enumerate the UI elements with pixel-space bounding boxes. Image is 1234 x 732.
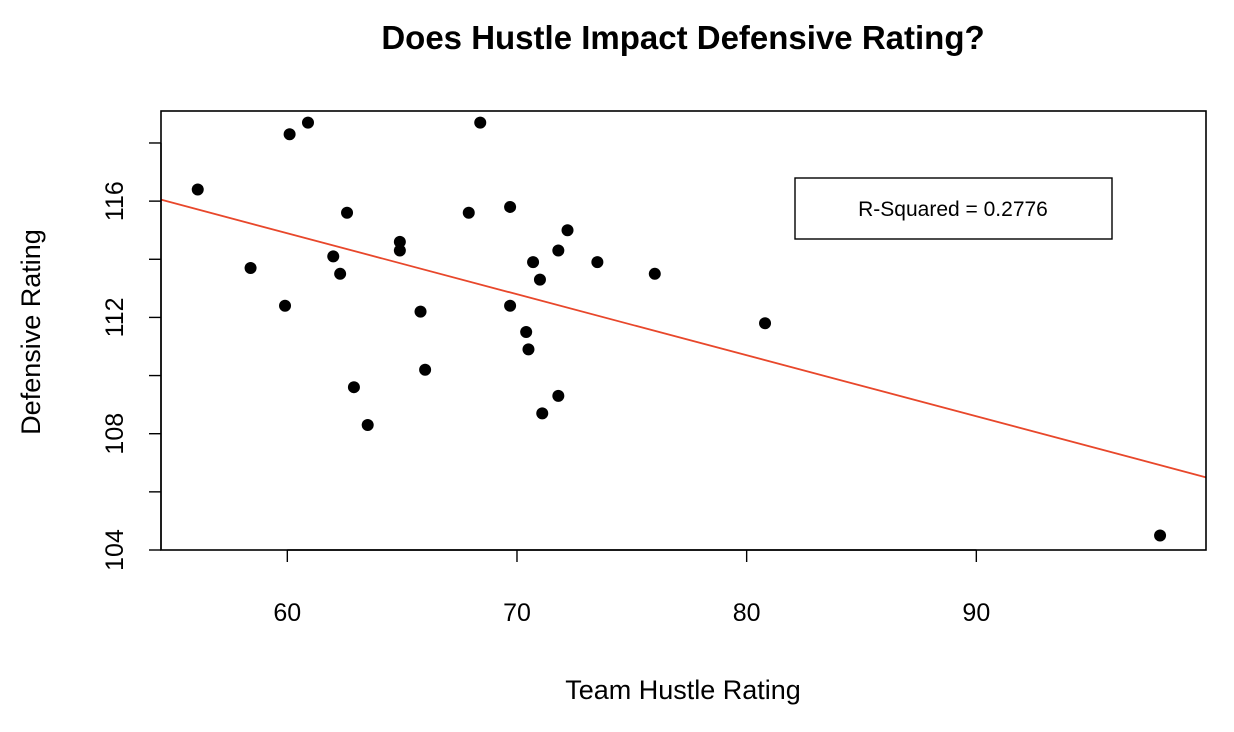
- data-point-3: [279, 299, 292, 312]
- data-point-1: [191, 183, 204, 196]
- data-point-13: [414, 305, 427, 318]
- data-point-29: [759, 317, 772, 330]
- y-tick-label-104: 104: [101, 529, 129, 571]
- y-axis: 104 108 112 116: [101, 142, 162, 571]
- annotation-text: R-Squared = 0.2776: [858, 198, 1048, 221]
- data-point-7: [334, 267, 347, 280]
- data-point-4: [283, 128, 296, 141]
- data-point-28: [648, 267, 661, 280]
- data-point-12: [393, 244, 406, 257]
- plot-frame: [160, 110, 1207, 551]
- regression-line: [160, 198, 1207, 479]
- y-tick-label-116: 116: [101, 181, 129, 221]
- data-point-14: [419, 363, 432, 376]
- x-tick-label-60: 60: [273, 599, 301, 627]
- x-axis-label: Team Hustle Rating: [565, 675, 801, 705]
- data-point-26: [561, 224, 574, 237]
- x-axis: 60 70 80 90: [273, 549, 990, 627]
- data-point-22: [533, 273, 546, 286]
- data-point-20: [522, 343, 535, 356]
- data-point-18: [504, 299, 517, 312]
- x-tick-label-70: 70: [503, 599, 531, 627]
- data-point-19: [520, 325, 533, 338]
- y-axis-label: Defensive Rating: [16, 229, 46, 435]
- data-point-25: [552, 389, 565, 402]
- data-point-27: [591, 256, 604, 269]
- chart-title: Does Hustle Impact Defensive Rating?: [381, 19, 984, 56]
- data-point-11: [393, 235, 406, 248]
- y-tick-label-112: 112: [101, 297, 129, 337]
- x-tick-label-90: 90: [962, 599, 990, 627]
- data-point-10: [361, 418, 374, 431]
- annotation-box: [794, 177, 1113, 240]
- data-point-5: [301, 116, 314, 129]
- plot-area: [160, 116, 1207, 542]
- data-point-17: [504, 200, 517, 213]
- data-point-15: [462, 206, 475, 219]
- r-squared-annotation: R-Squared = 0.2776: [794, 177, 1113, 240]
- data-point-9: [347, 381, 360, 394]
- data-point-30: [1154, 529, 1167, 542]
- data-point-23: [536, 407, 549, 420]
- data-point-6: [327, 250, 340, 263]
- y-tick-label-108: 108: [101, 413, 129, 455]
- data-point-21: [527, 256, 540, 269]
- data-point-24: [552, 244, 565, 257]
- data-point-2: [244, 261, 257, 274]
- data-point-8: [341, 206, 354, 219]
- data-point-16: [474, 116, 487, 129]
- x-tick-label-80: 80: [733, 599, 761, 627]
